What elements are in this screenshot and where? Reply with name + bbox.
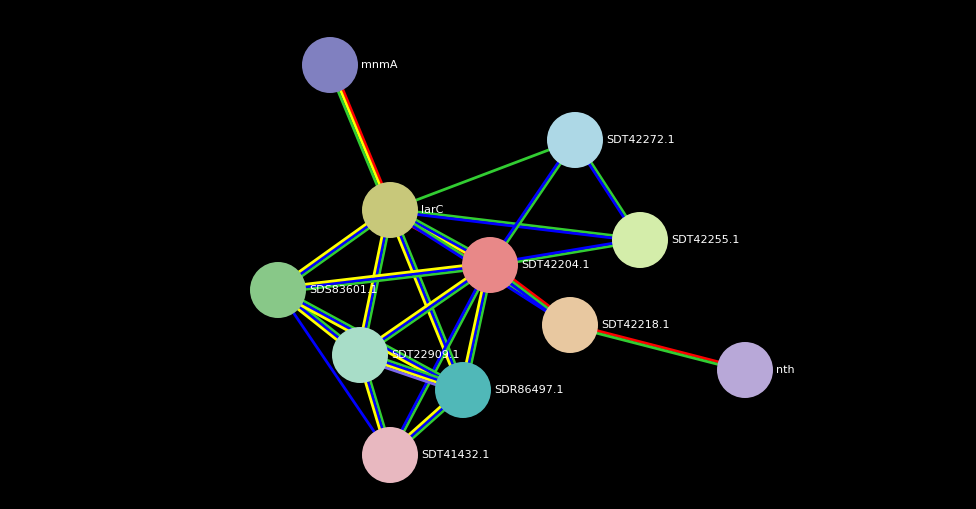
Text: SDT42272.1: SDT42272.1 <box>606 135 674 145</box>
Circle shape <box>542 297 598 353</box>
Circle shape <box>332 327 388 383</box>
Circle shape <box>250 262 306 318</box>
Circle shape <box>717 342 773 398</box>
Text: SDT42204.1: SDT42204.1 <box>521 260 590 270</box>
Text: SDS83601.1: SDS83601.1 <box>309 285 378 295</box>
Circle shape <box>462 237 518 293</box>
Text: SDT42255.1: SDT42255.1 <box>671 235 740 245</box>
Text: SDT42218.1: SDT42218.1 <box>601 320 670 330</box>
Text: nth: nth <box>776 365 794 375</box>
Text: SDT41432.1: SDT41432.1 <box>421 450 489 460</box>
Circle shape <box>612 212 668 268</box>
Text: SDR86497.1: SDR86497.1 <box>494 385 563 395</box>
Text: SDT22909.1: SDT22909.1 <box>391 350 460 360</box>
Circle shape <box>362 182 418 238</box>
Text: mnmA: mnmA <box>361 60 397 70</box>
Circle shape <box>547 112 603 168</box>
Circle shape <box>362 427 418 483</box>
Circle shape <box>302 37 358 93</box>
Circle shape <box>435 362 491 418</box>
Text: larC: larC <box>421 205 443 215</box>
